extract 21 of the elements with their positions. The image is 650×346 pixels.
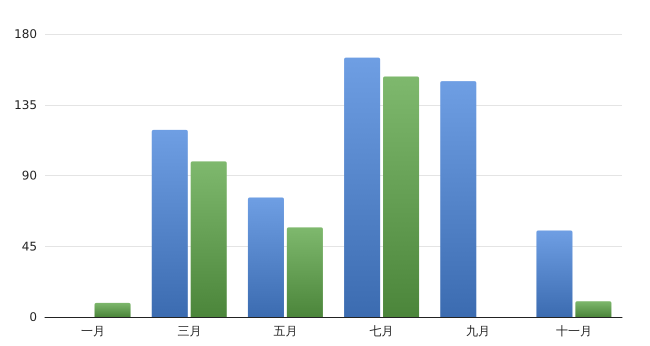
y-tick-label: 0 <box>29 310 37 324</box>
bar <box>344 58 380 317</box>
x-tick-label: 十一月 <box>556 324 592 338</box>
x-tick-label: 七月 <box>370 324 394 338</box>
bar <box>152 130 188 317</box>
bar <box>94 302 131 317</box>
bar <box>536 230 572 317</box>
bar <box>190 161 227 317</box>
y-tick-label: 180 <box>14 27 37 41</box>
x-tick-label: 五月 <box>273 324 298 338</box>
y-tick-label: 135 <box>14 98 37 112</box>
y-tick-label: 45 <box>22 239 37 254</box>
x-tick-label: 三月 <box>177 324 202 338</box>
x-tick-label: 九月 <box>466 324 490 338</box>
bar <box>286 227 323 317</box>
bar <box>248 198 284 317</box>
x-tick-label: 一月 <box>81 324 106 338</box>
y-tick-label: 90 <box>22 168 37 182</box>
bar <box>575 301 612 317</box>
bar <box>383 76 420 317</box>
bar <box>440 81 476 317</box>
